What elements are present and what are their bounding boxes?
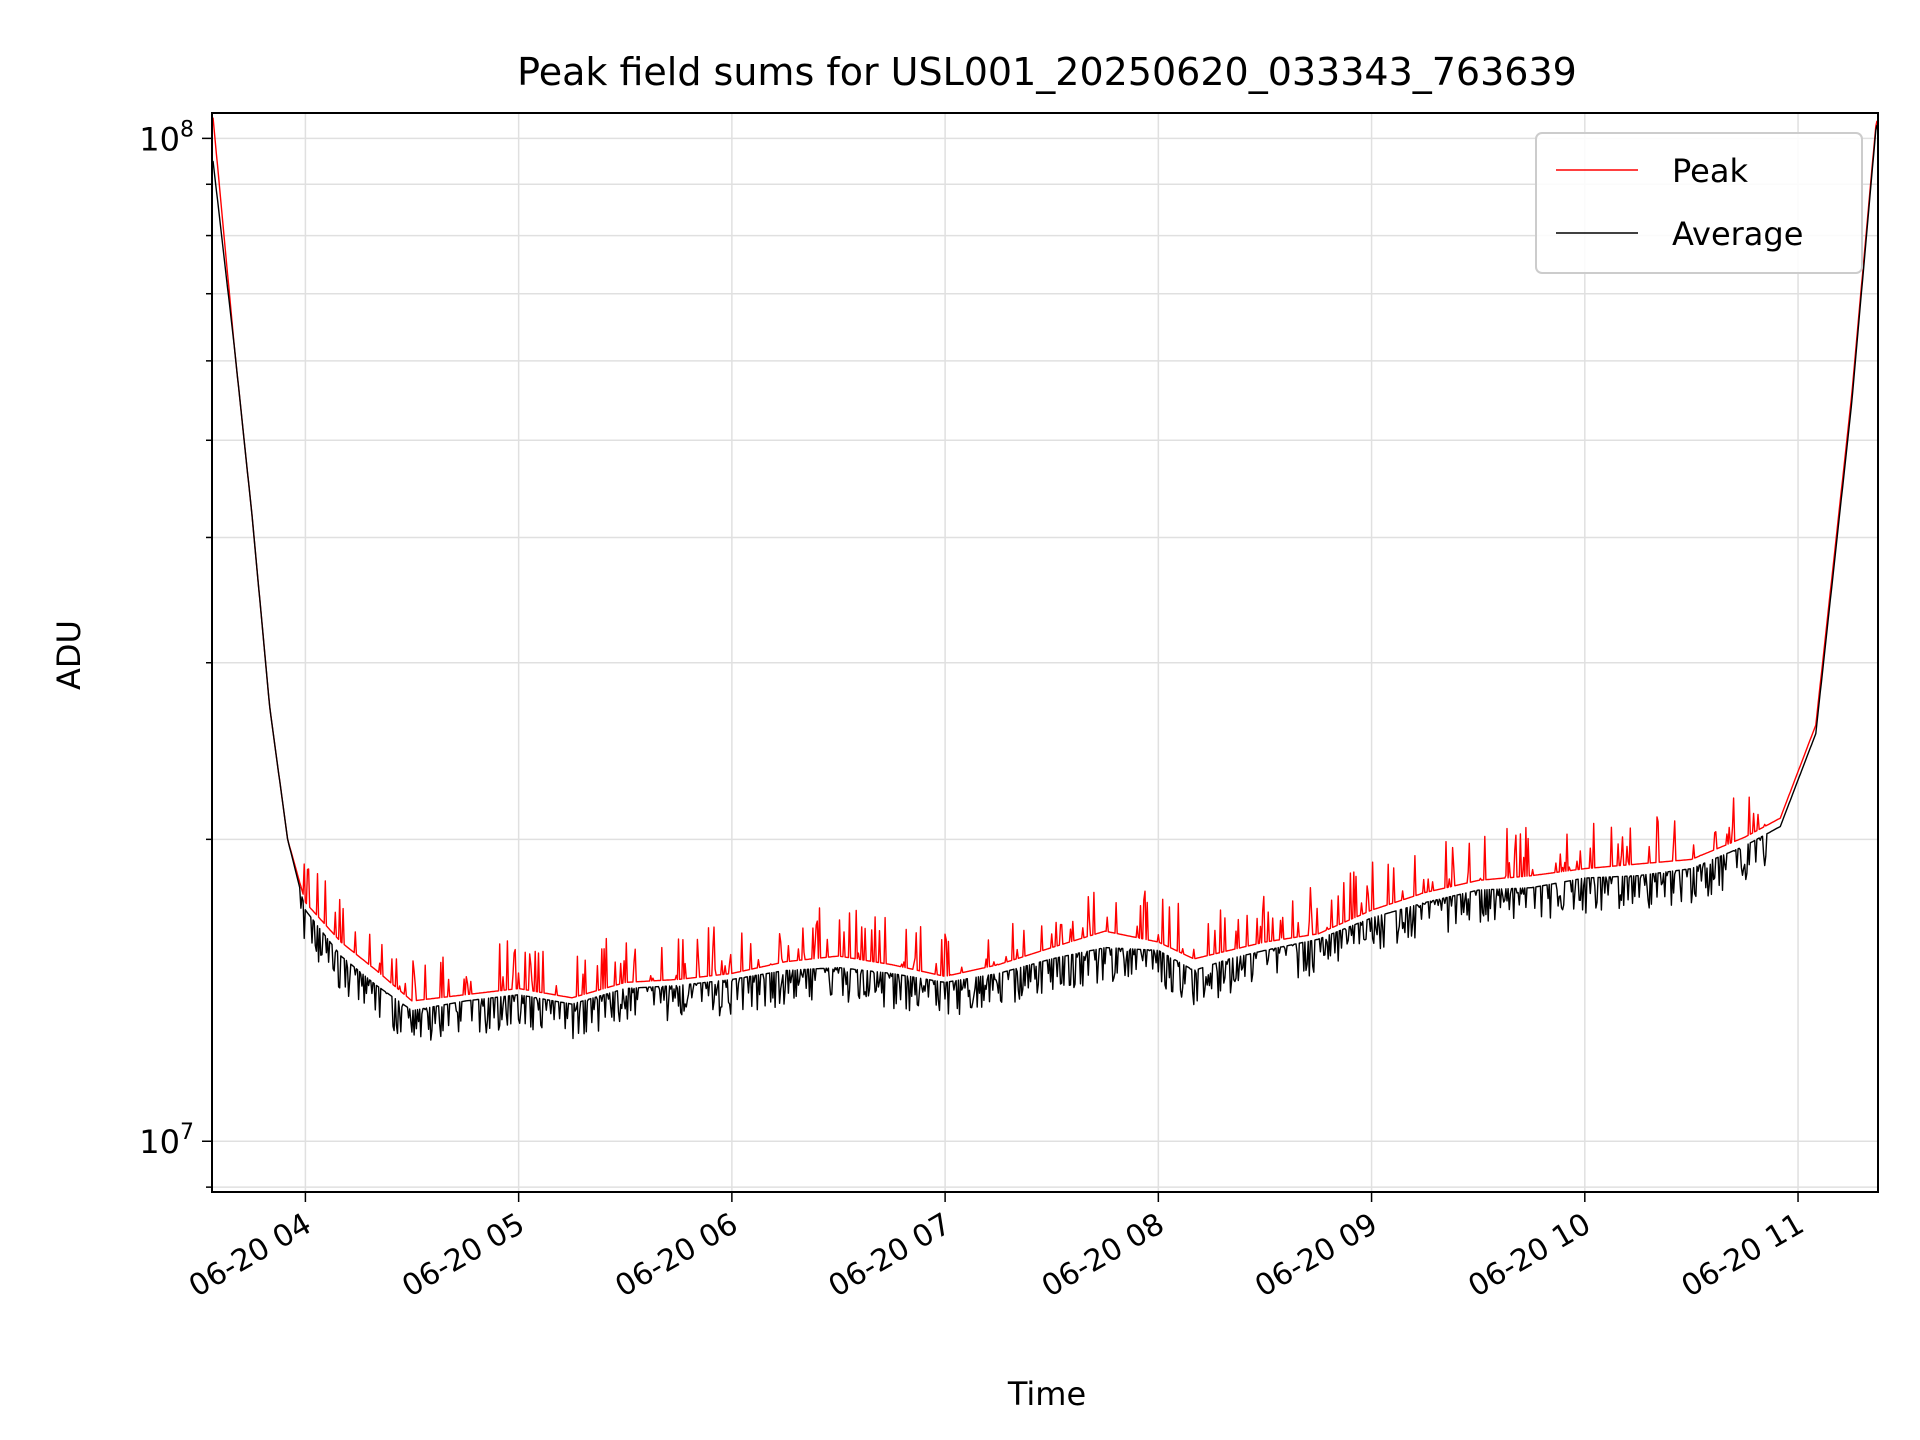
y-tick-exponent: 7 xyxy=(180,1120,194,1145)
legend: Peak Average xyxy=(1535,132,1863,274)
legend-label-peak: Peak xyxy=(1672,152,1748,190)
y-tick-base: 10 xyxy=(139,1123,180,1161)
y-tick-label: 107 xyxy=(139,1120,194,1161)
y-tick-label: 108 xyxy=(139,117,194,158)
y-tick-base: 10 xyxy=(139,120,180,158)
legend-label-average: Average xyxy=(1672,215,1803,253)
y-axis-label: ADU xyxy=(50,620,88,690)
plot-frame xyxy=(211,112,1879,1193)
legend-box xyxy=(1535,132,1863,274)
x-axis-label: Time xyxy=(1007,1375,1086,1413)
series-line-average xyxy=(211,124,1878,1041)
series-layer xyxy=(211,116,1878,1041)
y-tick-exponent: 8 xyxy=(180,117,194,142)
chart-title: Peak field sums for USL001_20250620_0333… xyxy=(517,50,1577,94)
series-line-peak xyxy=(211,116,1878,1002)
